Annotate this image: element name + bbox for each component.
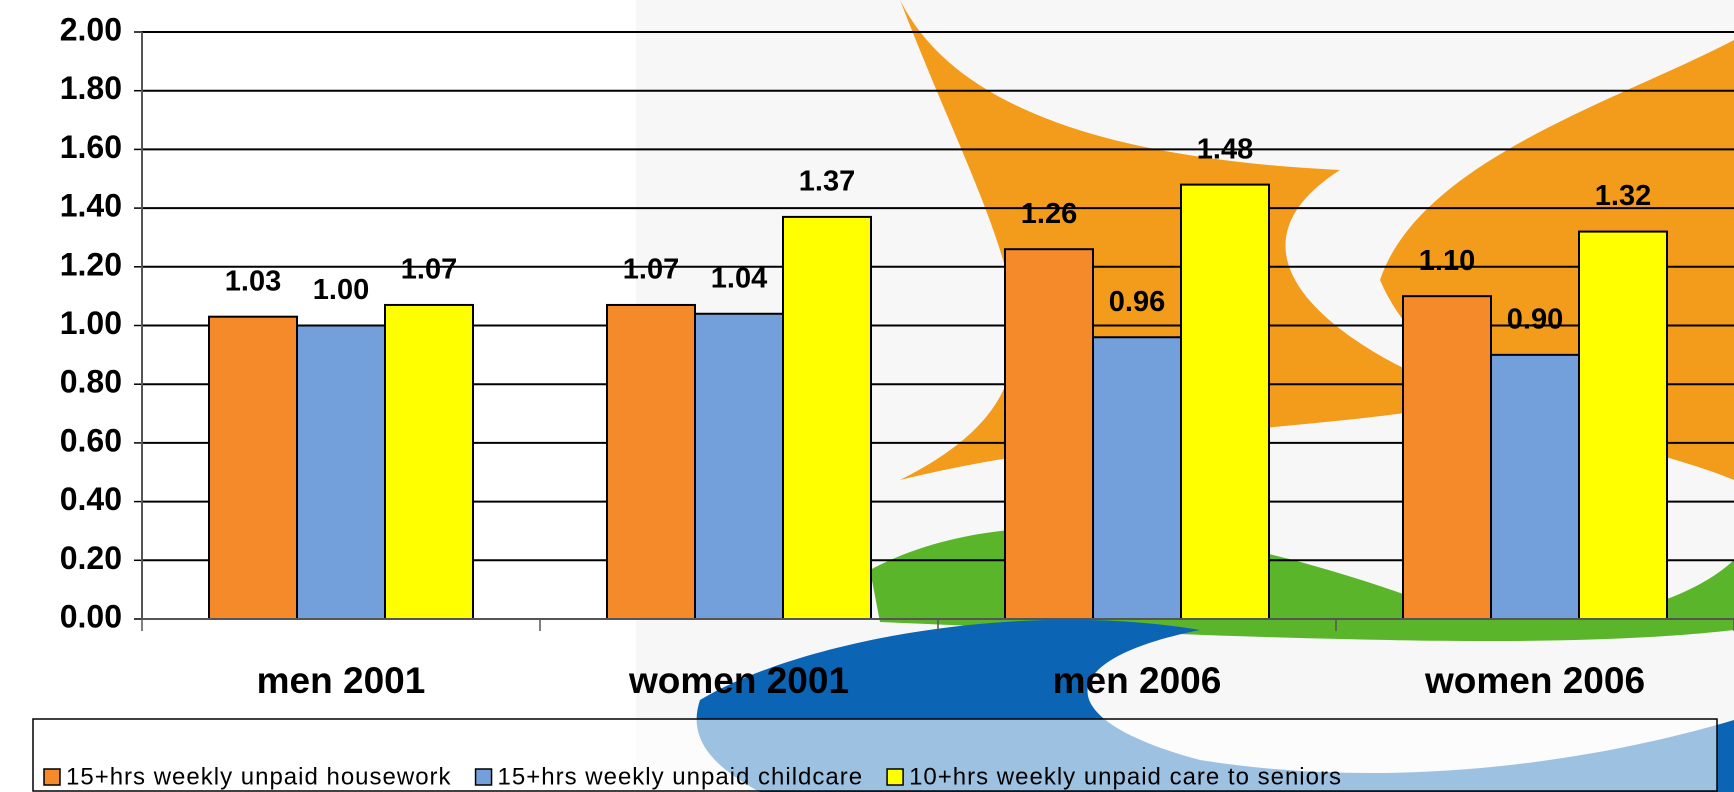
value-label: 1.07 xyxy=(623,254,679,286)
bar xyxy=(1578,230,1668,621)
value-label: 1.48 xyxy=(1197,133,1253,165)
y-tick-label: 1.00 xyxy=(60,305,122,341)
bar xyxy=(606,303,696,620)
y-tick-label: 0.00 xyxy=(60,598,122,634)
legend-swatch xyxy=(886,768,904,786)
value-label: 0.96 xyxy=(1109,286,1165,318)
bar xyxy=(296,324,386,620)
value-label: 1.10 xyxy=(1419,245,1475,277)
bar xyxy=(208,315,298,620)
legend-label: 15+hrs weekly unpaid housework xyxy=(66,763,452,790)
x-tick-label: women 2006 xyxy=(1424,660,1645,701)
value-label: 1.03 xyxy=(225,265,281,297)
legend-label: 10+hrs weekly unpaid care to seniors xyxy=(909,763,1342,790)
y-tick-label: 0.60 xyxy=(60,422,122,458)
y-tick-label: 2.00 xyxy=(60,11,122,47)
y-tick-label: 1.20 xyxy=(60,246,122,282)
y-tick-label: 0.80 xyxy=(60,364,122,400)
x-tick-label: women 2001 xyxy=(628,660,849,701)
bar xyxy=(1402,295,1492,620)
value-label: 1.07 xyxy=(401,254,457,286)
value-label: 0.90 xyxy=(1507,304,1563,336)
value-label: 1.00 xyxy=(313,274,369,306)
x-tick-label: men 2006 xyxy=(1053,660,1222,701)
y-tick-label: 1.80 xyxy=(60,70,122,106)
bar xyxy=(1004,248,1094,620)
bar xyxy=(1092,336,1182,620)
legend-box xyxy=(32,718,1718,792)
x-tick-label: men 2001 xyxy=(257,660,426,701)
legend-label: 15+hrs weekly unpaid childcare xyxy=(498,763,864,790)
y-tick-label: 0.40 xyxy=(60,481,122,517)
y-tick-label: 0.20 xyxy=(60,540,122,576)
y-tick-label: 1.40 xyxy=(60,188,122,224)
bar xyxy=(782,215,872,620)
bar xyxy=(384,303,474,620)
bar xyxy=(694,312,784,620)
bar xyxy=(1180,183,1270,620)
legend-swatch xyxy=(474,768,493,786)
value-label: 1.37 xyxy=(799,166,855,198)
value-label: 1.32 xyxy=(1595,180,1651,212)
value-label: 1.26 xyxy=(1021,198,1077,230)
legend-swatch xyxy=(43,768,61,786)
bar xyxy=(1490,353,1580,620)
value-label: 1.04 xyxy=(711,262,767,294)
y-tick-label: 1.60 xyxy=(60,129,122,165)
